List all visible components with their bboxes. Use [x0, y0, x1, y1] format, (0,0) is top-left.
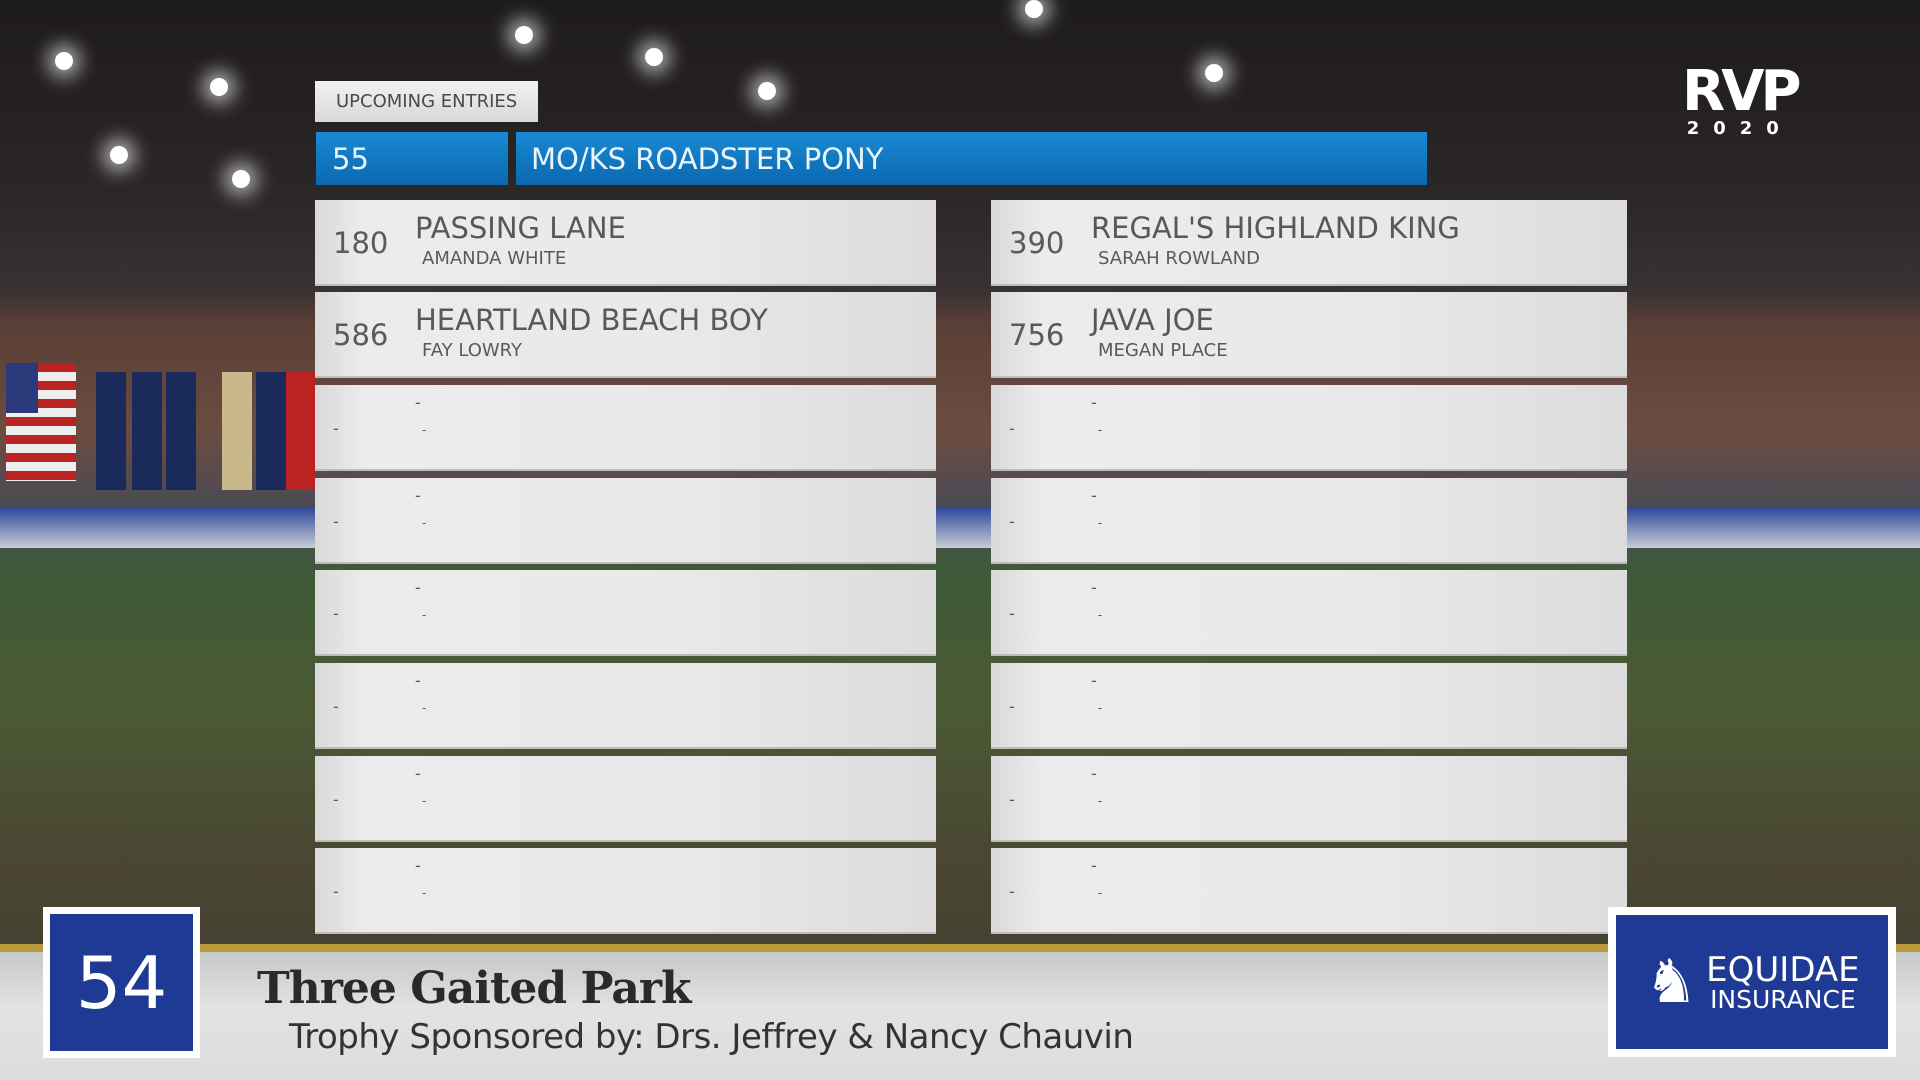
- entry-row: 390 REGAL'S HIGHLAND KING SARAH ROWLAND: [991, 200, 1627, 286]
- ceiling-light: [1205, 64, 1223, 82]
- upcoming-class-number: 55: [316, 132, 508, 185]
- entry-row: ---: [315, 570, 936, 656]
- rider-name: -: [1098, 516, 1103, 530]
- horse-name: -: [1091, 764, 1097, 783]
- ceiling-light: [758, 82, 776, 100]
- current-class-title: Three Gaited Park: [257, 963, 692, 1014]
- ceiling-light: [55, 52, 73, 70]
- banner: [166, 372, 196, 490]
- entry-row: ---: [991, 663, 1627, 749]
- arena-rail: [0, 508, 1920, 548]
- entry-row: ---: [991, 756, 1627, 842]
- rvp-logo: RVP 2020: [1682, 59, 1801, 139]
- entry-number: -: [1009, 603, 1015, 623]
- rider-name: FAY LOWRY: [422, 340, 523, 361]
- entry-row: ---: [315, 385, 936, 471]
- horse-name: PASSING LANE: [415, 211, 626, 245]
- rider-name: -: [422, 516, 427, 530]
- rider-name: -: [1098, 701, 1103, 715]
- rider-name: -: [1098, 886, 1103, 900]
- rider-name: -: [422, 886, 427, 900]
- entry-number: 180: [333, 226, 389, 260]
- rider-name: -: [422, 423, 427, 437]
- entry-number: -: [333, 696, 339, 716]
- current-class-number: 54: [50, 914, 193, 1051]
- entry-number: -: [333, 418, 339, 438]
- rider-name: SARAH ROWLAND: [1098, 248, 1260, 269]
- ceiling-light: [210, 78, 228, 96]
- american-flag: [6, 363, 76, 481]
- entry-row: ---: [991, 385, 1627, 471]
- banner: [256, 372, 286, 490]
- rider-name: -: [422, 701, 427, 715]
- horse-name: -: [415, 578, 421, 597]
- entry-number: 390: [1009, 226, 1065, 260]
- entry-number: -: [333, 789, 339, 809]
- horse-name: HEARTLAND BEACH BOY: [415, 303, 768, 337]
- equidae-insurance-logo: ♞ EQUIDAE INSURANCE: [1608, 907, 1896, 1057]
- ceiling-light: [110, 146, 128, 164]
- banner: [132, 372, 162, 490]
- logo-line1: EQUIDAE: [1706, 949, 1860, 990]
- logo-line2: INSURANCE: [1710, 984, 1856, 1014]
- trophy-sponsor: Trophy Sponsored by: Drs. Jeffrey & Nanc…: [289, 1017, 1134, 1057]
- horse-name: JAVA JOE: [1091, 303, 1214, 337]
- rider-name: -: [1098, 608, 1103, 622]
- horse-name: -: [415, 393, 421, 412]
- upcoming-entries-label: UPCOMING ENTRIES: [315, 81, 538, 122]
- banner: [222, 372, 252, 490]
- banner: [286, 372, 316, 490]
- ceiling-light: [515, 26, 533, 44]
- entry-row: ---: [991, 478, 1627, 564]
- current-class-bar: [0, 952, 1920, 1080]
- entry-row: ---: [991, 848, 1627, 934]
- ceiling-light: [645, 48, 663, 66]
- horse-name: -: [415, 486, 421, 505]
- entry-row: 180 PASSING LANE AMANDA WHITE: [315, 200, 936, 286]
- entry-row: ---: [315, 478, 936, 564]
- entry-number: -: [333, 511, 339, 531]
- entry-row: ---: [315, 756, 936, 842]
- rider-name: -: [1098, 794, 1103, 808]
- entry-number: -: [1009, 418, 1015, 438]
- horse-name: -: [1091, 486, 1097, 505]
- ceiling-light: [1025, 0, 1043, 18]
- horse-name: -: [1091, 393, 1097, 412]
- entry-row: ---: [315, 663, 936, 749]
- entry-number: -: [1009, 881, 1015, 901]
- entry-number: -: [1009, 696, 1015, 716]
- entry-number: -: [333, 603, 339, 623]
- entry-row: ---: [315, 848, 936, 934]
- horse-name: -: [1091, 578, 1097, 597]
- horse-name: -: [1091, 671, 1097, 690]
- rvp-logo-year: 2020: [1686, 118, 1793, 139]
- entry-number: -: [1009, 511, 1015, 531]
- rider-name: -: [1098, 423, 1103, 437]
- horse-name: -: [415, 764, 421, 783]
- rvp-logo-text: RVP: [1682, 59, 1801, 124]
- horse-name: -: [1091, 856, 1097, 875]
- horse-name: -: [415, 856, 421, 875]
- current-class-number-box: 54: [43, 907, 200, 1058]
- entry-number: 586: [333, 318, 389, 352]
- entry-row: 756 JAVA JOE MEGAN PLACE: [991, 292, 1627, 378]
- horse-name: -: [415, 671, 421, 690]
- entry-row: 586 HEARTLAND BEACH BOY FAY LOWRY: [315, 292, 936, 378]
- banner: [96, 372, 126, 490]
- ceiling-light: [232, 170, 250, 188]
- horse-name: REGAL'S HIGHLAND KING: [1091, 211, 1460, 245]
- upcoming-class-name: MO/KS ROADSTER PONY: [516, 132, 1427, 185]
- rider-name: AMANDA WHITE: [422, 248, 567, 269]
- entry-number: 756: [1009, 318, 1065, 352]
- rider-name: -: [422, 608, 427, 622]
- entry-row: ---: [991, 570, 1627, 656]
- horse-head-icon: ♞: [1644, 947, 1699, 1017]
- entry-number: -: [1009, 789, 1015, 809]
- rider-name: MEGAN PLACE: [1098, 340, 1228, 361]
- rider-name: -: [422, 794, 427, 808]
- entry-number: -: [333, 881, 339, 901]
- gold-divider: [0, 944, 1920, 952]
